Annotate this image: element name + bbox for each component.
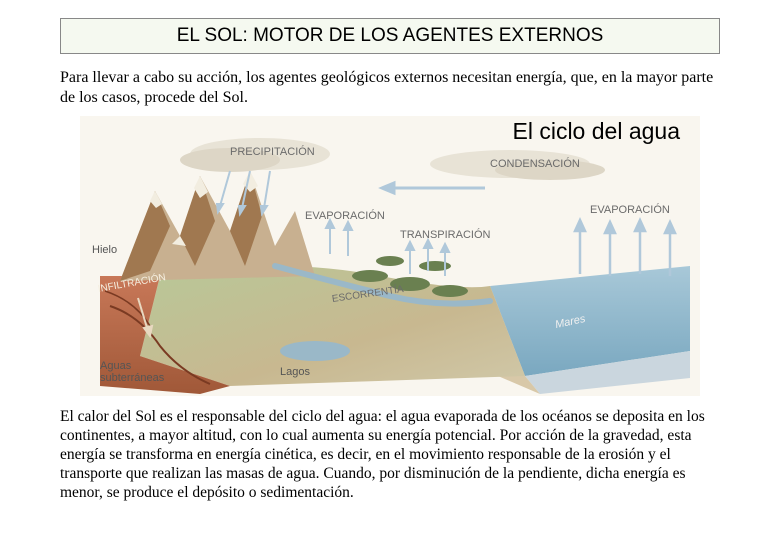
water-cycle-diagram: El ciclo del agua — [80, 116, 700, 396]
label-transpiracion: TRANSPIRACIÓN — [400, 229, 490, 241]
page-title-box: EL SOL: MOTOR DE LOS AGENTES EXTERNOS — [60, 18, 720, 54]
label-condensacion: CONDENSACIÓN — [490, 158, 580, 170]
label-hielo: Hielo — [92, 244, 117, 256]
diagram-title: El ciclo del agua — [513, 118, 681, 145]
label-aguas1: Aguas — [100, 360, 131, 372]
intro-paragraph: Para llevar a cabo su acción, los agente… — [60, 68, 720, 108]
label-lagos: Lagos — [280, 366, 310, 378]
label-precipitacion: PRECIPITACIÓN — [230, 146, 315, 158]
label-evaporacion-2: EVAPORACIÓN — [590, 204, 670, 216]
water-cycle-svg — [80, 116, 700, 396]
page-title: EL SOL: MOTOR DE LOS AGENTES EXTERNOS — [177, 25, 604, 46]
label-evaporacion-1: EVAPORACIÓN — [305, 210, 385, 222]
label-aguas2: subterráneas — [100, 372, 164, 384]
closing-paragraph: El calor del Sol es el responsable del c… — [60, 408, 720, 503]
